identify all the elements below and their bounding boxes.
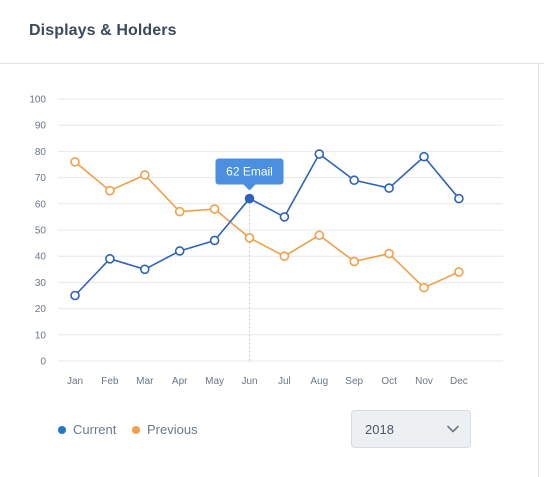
data-point-current [384,183,394,193]
data-point-previous [349,256,360,267]
data-point-previous [419,282,429,293]
y-tick-label: 30 [35,278,47,289]
legend-dot-previous [132,426,140,434]
y-tick-label: 60 [35,199,47,210]
y-tick-label: 70 [35,173,47,184]
data-point-previous [105,185,115,196]
data-point-current [314,149,325,159]
card-divider [538,63,539,477]
year-select-value: 2018 [365,422,394,437]
legend-label-previous: Previous [147,422,198,437]
data-point-previous [209,204,220,214]
data-point-previous [454,267,464,277]
data-point-current [349,175,360,186]
x-tick-label: Sep [345,376,363,387]
data-point-previous [384,248,394,259]
data-point-current [209,235,220,246]
card-header: Displays & Holders [0,0,544,64]
legend-dot-current [58,426,66,434]
data-point-previous [140,170,150,180]
data-point-previous [314,230,325,241]
data-point-previous [279,251,290,262]
y-tick-label: 90 [35,121,47,132]
x-tick-label: Feb [101,376,119,387]
series-line-previous [74,161,460,289]
x-tick-label: Jan [67,376,83,387]
data-point-current [244,193,255,204]
data-point-current [454,193,464,204]
data-point-current [70,290,80,301]
data-point-current [419,151,429,162]
tooltip-box [215,158,284,185]
x-tick-label: May [205,376,224,387]
data-point-previous [70,157,80,167]
x-tick-label: Dec [450,376,468,387]
legend-label-current: Current [73,422,117,437]
data-point-current [174,246,185,256]
year-select[interactable]: 2018 [351,410,471,448]
data-point-previous [174,206,185,217]
data-point-current [140,264,150,275]
line-chart: 0 10 20 30 40 50 60 70 80 90 100 Jan Feb Mar Apr May Jun… [29,95,503,387]
x-tick-label: Nov [415,376,433,387]
y-tick-label: 80 [35,147,47,158]
series-line-current [74,153,460,297]
data-point-current [105,254,115,264]
tooltip-label: 62 Email [226,165,273,179]
x-tick-label: Oct [381,376,397,387]
x-tick-label: Mar [136,376,154,387]
y-tick-label: 0 [40,357,46,368]
data-point-current [279,212,290,222]
y-tick-label: 10 [35,330,47,341]
card-title: Displays & Holders [29,22,177,39]
x-tick-label: Jun [241,376,257,387]
x-tick-label: Aug [310,376,328,387]
y-tick-label: 40 [35,252,47,263]
y-tick-label: 50 [35,226,47,237]
x-tick-label: Apr [172,376,188,387]
data-point-previous [244,233,255,243]
y-tick-label: 100 [29,95,46,106]
tooltip-arrow [243,184,256,191]
y-tick-label: 20 [35,304,47,315]
x-tick-label: Jul [278,376,291,387]
chevron-down-icon [447,425,459,433]
